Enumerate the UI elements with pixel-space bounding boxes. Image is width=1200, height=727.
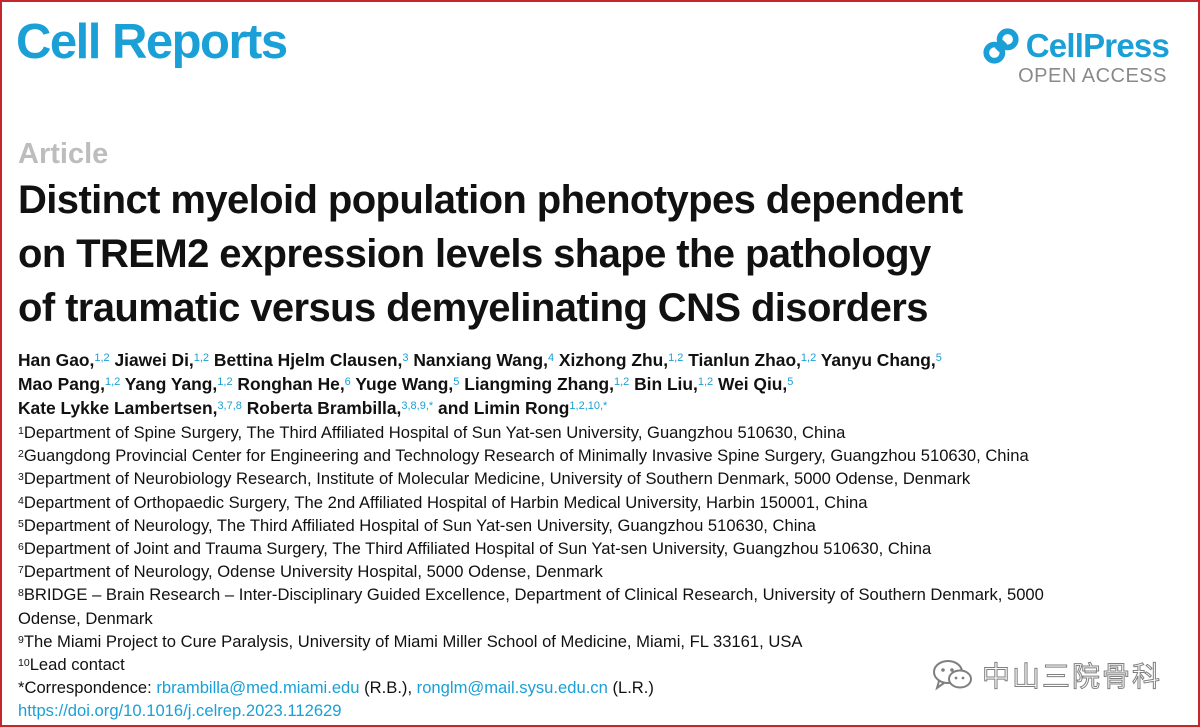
article-type: Article	[18, 138, 109, 170]
author-line: Kate Lykke Lambertsen,3,7,8 Roberta Bram…	[18, 396, 1178, 420]
correspondence: *Correspondence: rbrambilla@med.miami.ed…	[18, 678, 654, 698]
affiliation: 6Department of Joint and Trauma Surgery,…	[18, 539, 932, 559]
affiliation: 5Department of Neurology, The Third Affi…	[18, 515, 816, 535]
cellpress-mark-icon	[983, 28, 1019, 64]
author[interactable]: Nanxiang Wang,4	[413, 350, 555, 370]
affiliation: 9The Miami Project to Cure Paralysis, Un…	[18, 631, 803, 651]
author[interactable]: Bettina Hjelm Clausen,3	[213, 350, 409, 370]
journal-name[interactable]: Cell Reports	[16, 15, 288, 69]
author[interactable]: Tianlun Zhao,1,2	[688, 350, 817, 370]
cellpress-logo[interactable]: CellPress	[982, 27, 1170, 65]
open-access-label: OPEN ACCESS	[1018, 65, 1167, 87]
author-list: Han Gao,1,2 Jiawei Di,1,2 Bettina Hjelm …	[18, 348, 1178, 420]
author[interactable]: Han Gao,1,2	[18, 350, 110, 370]
title-line: of traumatic versus demyelinating CNS di…	[18, 286, 928, 330]
author[interactable]: Yang Yang,1,2	[124, 374, 233, 394]
author[interactable]: Yanyu Chang,5	[820, 350, 942, 370]
title-line: on TREM2 expression levels shape the pat…	[18, 232, 931, 276]
affiliation-list: 1Department of Spine Surgery, The Third …	[18, 421, 1188, 723]
author[interactable]: Kate Lykke Lambertsen,3,7,8	[18, 398, 242, 418]
affiliation: 2Guangdong Provincial Center for Enginee…	[18, 446, 1029, 466]
affiliation: 4Department of Orthopaedic Surgery, The …	[18, 492, 868, 512]
author[interactable]: Wei Qiu,5	[718, 374, 794, 394]
author[interactable]: Roberta Brambilla,3,8,9,*	[246, 398, 434, 418]
affiliation: 7Department of Neurology, Odense Univers…	[18, 562, 603, 582]
wechat-icon	[932, 660, 972, 691]
doi-link[interactable]: https://doi.org/10.1016/j.celrep.2023.11…	[18, 701, 342, 721]
author[interactable]: and Limin Rong1,2,10,*	[438, 398, 608, 418]
affiliation: 3Department of Neurobiology Research, In…	[18, 469, 971, 489]
author[interactable]: Liangming Zhang,1,2	[464, 374, 630, 394]
email-link[interactable]: rbrambilla@med.miami.edu	[156, 678, 360, 698]
author[interactable]: Jiawei Di,1,2	[114, 350, 210, 370]
watermark-text: 中山三院骨科	[981, 660, 1162, 694]
author[interactable]: Yuge Wang,5	[355, 374, 460, 394]
publisher-name: CellPress	[1025, 27, 1170, 64]
author[interactable]: Mao Pang,1,2	[18, 374, 121, 394]
article-title: Distinct myeloid population phenotypes d…	[18, 173, 1118, 335]
affiliation-continuation: Odense, Denmark	[18, 608, 153, 628]
watermark: 中山三院骨科	[932, 655, 1162, 695]
author[interactable]: Bin Liu,1,2	[634, 374, 714, 394]
author[interactable]: Ronghan He,6	[237, 374, 351, 394]
affiliation: 8BRIDGE – Brain Research – Inter-Discipl…	[18, 585, 1044, 605]
author-line: Han Gao,1,2 Jiawei Di,1,2 Bettina Hjelm …	[18, 348, 1178, 372]
email-link[interactable]: ronglm@mail.sysu.edu.cn	[416, 678, 608, 698]
title-line: Distinct myeloid population phenotypes d…	[18, 178, 963, 222]
affiliation: 10Lead contact	[18, 655, 125, 675]
author[interactable]: Xizhong Zhu,1,2	[558, 350, 684, 370]
affiliation: 1Department of Spine Surgery, The Third …	[18, 423, 846, 442]
author-line: Mao Pang,1,2 Yang Yang,1,2 Ronghan He,6 …	[18, 372, 1178, 396]
